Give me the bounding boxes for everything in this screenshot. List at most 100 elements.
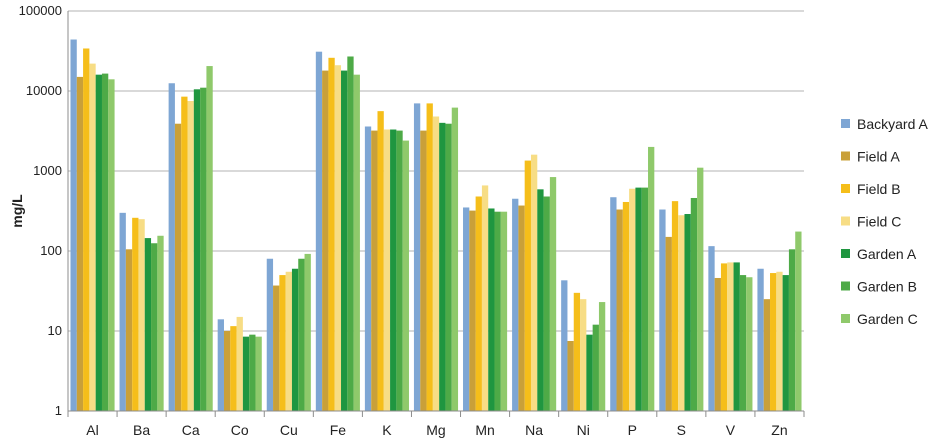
bar-na-field-b <box>524 160 531 411</box>
bar-al-field-c <box>89 63 96 412</box>
bar-fe-garden-c <box>353 74 360 412</box>
bar-ca-backyard-a <box>168 83 175 411</box>
bar-s-field-c <box>678 215 685 411</box>
bar-v-field-c <box>727 262 734 411</box>
bar-mn-field-b <box>475 196 482 411</box>
legend-label: Field B <box>857 181 901 197</box>
bar-zn-garden-b <box>788 249 796 411</box>
x-category-label: Mg <box>426 422 445 438</box>
bar-co-garden-a <box>242 336 250 411</box>
bar-mg-field-a <box>420 130 427 411</box>
bar-mn-garden-c <box>500 211 508 411</box>
x-category-label: Co <box>231 422 249 438</box>
bar-ba-field-c <box>138 219 145 411</box>
bar-cu-garden-a <box>291 268 299 411</box>
legend-label: Garden B <box>857 279 917 295</box>
y-tick-label: 1 <box>55 403 62 418</box>
bar-v-field-b <box>720 263 728 411</box>
bar-zn-garden-c <box>795 231 802 411</box>
bar-ni-garden-b <box>592 324 599 411</box>
bar-ba-field-a <box>125 249 133 411</box>
bar-ni-backyard-a <box>561 280 568 411</box>
y-tick-label: 100000 <box>19 3 62 18</box>
y-tick-label: 100 <box>40 243 62 258</box>
bar-fe-field-b <box>328 57 335 412</box>
bar-ca-field-b <box>181 96 188 412</box>
axes: 1 10 100 1000 10000 100000 mg/L Al Ba Ca Co Cu Fe K Mg… <box>9 3 805 438</box>
bar-v-field-a <box>714 277 721 411</box>
legend-swatch <box>841 281 850 291</box>
legend-label: Backyard A <box>857 116 928 132</box>
bar-mn-backyard-a <box>463 207 470 411</box>
bar-k-field-c <box>383 129 391 411</box>
bar-cu-backyard-a <box>266 258 274 411</box>
bar-s-garden-c <box>697 167 704 411</box>
bar-cu-garden-b <box>298 258 305 411</box>
bar-mn-field-a <box>469 210 476 411</box>
legend-label: Field A <box>857 149 900 165</box>
bar-ca-garden-a <box>193 89 201 412</box>
bar-k-backyard-a <box>364 126 372 411</box>
legend-swatch <box>841 216 850 226</box>
bar-s-field-b <box>671 201 679 411</box>
x-category-label: Na <box>525 422 543 438</box>
x-category-label: Fe <box>330 422 347 438</box>
bar-na-garden-b <box>543 196 550 411</box>
bar-p-field-a <box>616 209 623 411</box>
bar-mg-garden-c <box>451 107 459 412</box>
bar-ca-field-a <box>174 123 182 412</box>
bar-s-backyard-a <box>659 209 666 411</box>
bar-mg-garden-a <box>439 122 446 411</box>
bar-s-garden-b <box>690 197 698 411</box>
bar-ni-field-a <box>567 341 574 411</box>
bar-k-garden-b <box>396 130 403 411</box>
bar-cu-field-a <box>273 285 280 411</box>
x-category-label: Zn <box>771 422 787 438</box>
bar-al-garden-c <box>108 79 115 411</box>
bar-ba-garden-c <box>157 235 164 411</box>
bar-co-field-c <box>236 316 243 411</box>
bar-na-field-c <box>530 154 538 412</box>
bar-mg-garden-b <box>445 123 452 412</box>
bar-al-backyard-a <box>70 39 77 412</box>
bar-k-garden-c <box>402 140 409 411</box>
bar-ca-garden-b <box>200 87 207 411</box>
bar-cu-field-b <box>279 275 286 411</box>
x-category-label: S <box>677 422 686 438</box>
bar-co-garden-b <box>249 334 256 411</box>
bar-mn-field-c <box>481 185 489 411</box>
bar-v-garden-a <box>733 262 740 411</box>
bar-mn-garden-a <box>488 208 495 411</box>
bar-ba-garden-b <box>151 243 158 411</box>
bar-cu-field-c <box>285 271 292 411</box>
bar-co-field-b <box>230 326 237 411</box>
bar-k-field-b <box>377 111 384 411</box>
bar-zn-field-a <box>763 299 771 411</box>
x-category-label: Ni <box>577 422 590 438</box>
bar-mg-field-c <box>432 116 440 411</box>
bar-co-field-a <box>223 331 231 411</box>
bar-co-garden-c <box>255 336 262 411</box>
x-category-label: P <box>628 422 637 438</box>
bar-na-garden-a <box>537 189 544 411</box>
legend-swatch <box>841 151 850 161</box>
x-category-label: V <box>726 422 736 438</box>
legend-label: Garden A <box>857 246 917 262</box>
bars <box>70 39 802 412</box>
bar-p-field-c <box>629 188 636 411</box>
x-category-label: Cu <box>280 422 298 438</box>
x-category-label: Mn <box>475 422 494 438</box>
y-tick-label: 10000 <box>26 83 62 98</box>
bar-v-garden-c <box>746 277 753 411</box>
bar-ni-field-c <box>580 299 587 411</box>
bar-co-backyard-a <box>217 319 224 411</box>
bar-ba-field-b <box>132 217 139 411</box>
bar-k-field-a <box>371 130 378 411</box>
bar-mn-garden-b <box>494 211 501 411</box>
bar-ca-garden-c <box>206 66 213 411</box>
bar-al-field-a <box>76 76 84 411</box>
legend-swatch <box>841 184 850 193</box>
bar-ca-field-c <box>187 101 194 411</box>
y-tick-label: 1000 <box>33 163 62 178</box>
legend-swatch <box>841 119 850 128</box>
